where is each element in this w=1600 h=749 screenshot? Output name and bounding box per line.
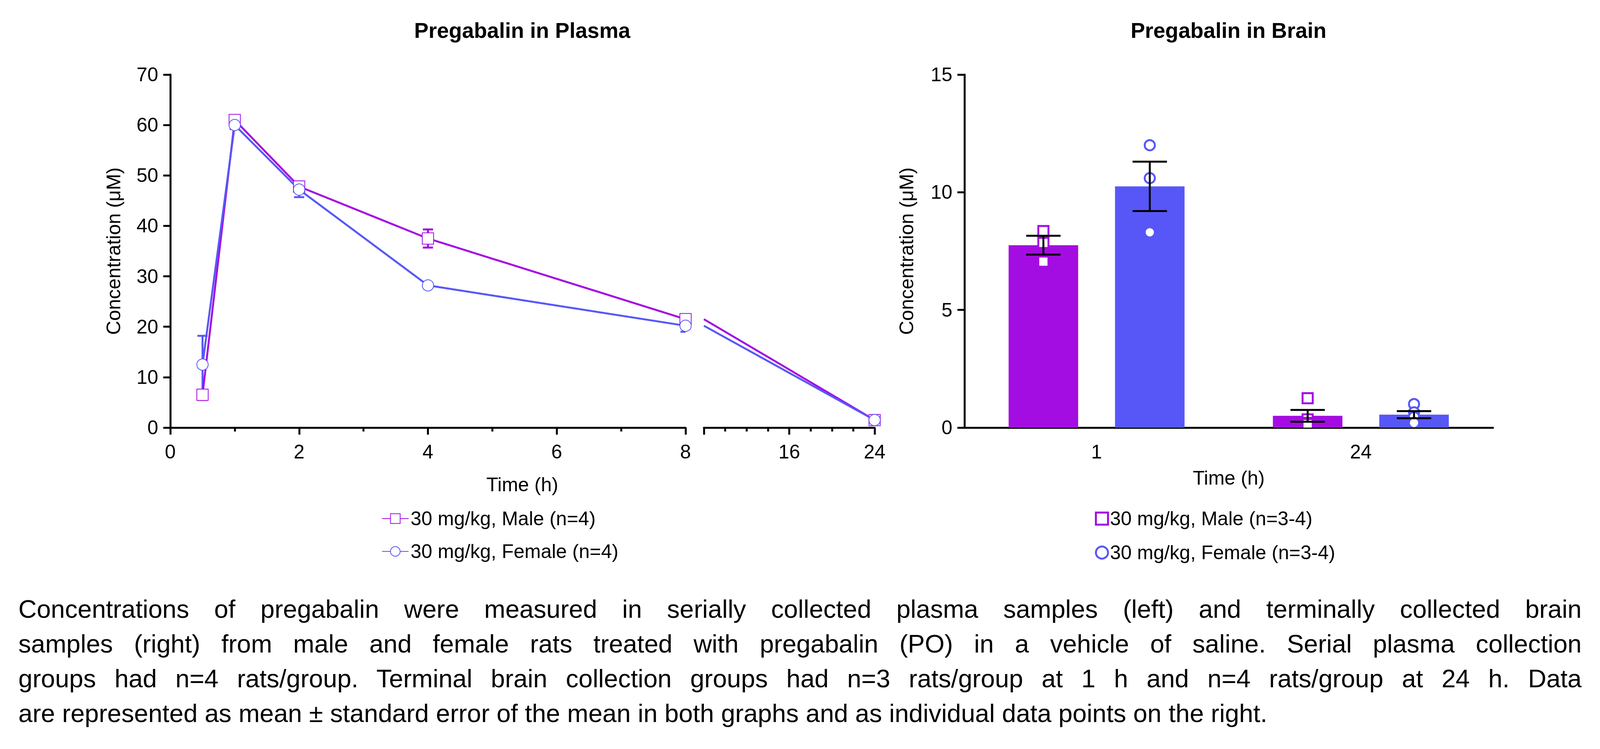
svg-text:10: 10 [930,181,953,204]
svg-text:0: 0 [147,416,159,439]
svg-text:0: 0 [941,416,953,439]
svg-text:5: 5 [941,299,953,322]
svg-text:8: 8 [680,441,692,463]
html-text:samples (right) from male and: samples (right) from male and female rat… [18,629,1582,659]
svg-text:6: 6 [551,441,563,463]
svg-text:2: 2 [293,441,305,463]
html-text:groups had n=4 rats/group. Ter: groups had n=4 rats/group. Terminal brai… [18,664,1582,693]
svg-text:70: 70 [136,63,159,86]
svg-text:24: 24 [863,441,886,463]
svg-text:Pregabalin in Plasma: Pregabalin in Plasma [414,18,631,43]
svg-text:Time (h): Time (h) [486,473,559,496]
svg-text:Concentration (μM): Concentration (μM) [102,167,125,336]
html-text:are represented as mean ± stan: are represented as mean ± standard error… [18,699,1268,728]
svg-text:30 mg/kg, Female (n=4): 30 mg/kg, Female (n=4) [410,540,619,563]
svg-text:30 mg/kg, Male (n=4): 30 mg/kg, Male (n=4) [410,507,596,530]
svg-text:Pregabalin in Brain: Pregabalin in Brain [1130,18,1327,43]
svg-text:Concentration (μM): Concentration (μM) [895,167,918,336]
svg-text:60: 60 [136,114,159,136]
svg-text:0: 0 [164,441,176,463]
svg-text:30: 30 [136,265,159,288]
svg-text:20: 20 [136,316,159,338]
svg-text:15: 15 [930,63,953,86]
html-text:Concentrations of pregabalin w: Concentrations of pregabalin were measur… [18,594,1582,624]
svg-text:16: 16 [778,441,801,463]
svg-text:50: 50 [136,164,159,187]
svg-text:4: 4 [422,441,434,463]
svg-text:30 mg/kg, Male (n=3-4): 30 mg/kg, Male (n=3-4) [1110,507,1313,530]
svg-text:24: 24 [1350,441,1372,463]
svg-text:30 mg/kg, Female (n=3-4): 30 mg/kg, Female (n=3-4) [1110,541,1336,564]
svg-text:40: 40 [136,214,159,237]
svg-text:10: 10 [136,366,159,389]
svg-text:Time (h): Time (h) [1192,467,1265,490]
svg-text:1: 1 [1091,441,1102,463]
